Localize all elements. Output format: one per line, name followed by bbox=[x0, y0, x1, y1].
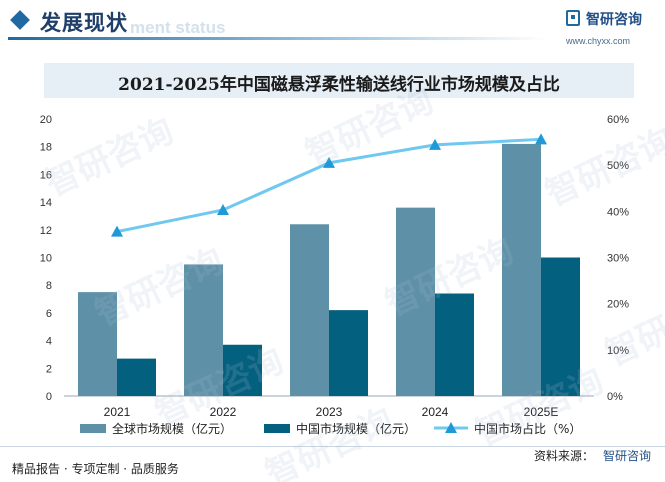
y-left-tick-label: 8 bbox=[46, 280, 52, 292]
y-left-tick-label: 16 bbox=[40, 169, 52, 181]
x-tick-label: 2023 bbox=[316, 405, 343, 419]
y-left-tick-label: 6 bbox=[46, 308, 52, 320]
line-china-share bbox=[116, 137, 542, 234]
y-right-tick-label: 10% bbox=[607, 345, 629, 357]
bar-global bbox=[184, 264, 223, 396]
y-right-tick-label: 40% bbox=[607, 206, 629, 218]
y-right-tick-label: 20% bbox=[607, 299, 629, 311]
chart-title-band bbox=[44, 63, 634, 98]
diamond-icon bbox=[10, 10, 30, 30]
y-left-tick-label: 4 bbox=[46, 336, 52, 348]
bar-china bbox=[541, 257, 580, 396]
legend-label: 全球市场规模（亿元） bbox=[112, 421, 232, 436]
y-right-tick-label: 0% bbox=[607, 391, 623, 403]
bar-global bbox=[78, 292, 117, 396]
page-title: 发展现状 bbox=[40, 11, 128, 35]
logo-url[interactable]: www.chyxx.com bbox=[566, 36, 631, 46]
logo-name[interactable]: 智研咨询 bbox=[586, 12, 642, 28]
legend-label: 中国市场占比（%） bbox=[474, 421, 581, 436]
legend-swatch bbox=[264, 424, 290, 433]
chart-title: 2021-2025年中国磁悬浮柔性输送线行业市场规模及占比 bbox=[118, 75, 560, 95]
x-tick-label: 2022 bbox=[210, 405, 237, 419]
header-divider bbox=[8, 37, 548, 40]
footer-tagline: 精品报告 · 专项定制 · 品质服务 bbox=[12, 462, 179, 476]
y-right-tick-label: 60% bbox=[607, 114, 629, 126]
footer-divider bbox=[0, 446, 665, 447]
bar-global bbox=[396, 207, 435, 396]
y-left-tick-label: 2 bbox=[46, 363, 52, 375]
y-left-tick-label: 12 bbox=[40, 225, 52, 237]
y-left-tick-label: 14 bbox=[40, 197, 52, 209]
bar-china bbox=[329, 310, 368, 396]
bar-global bbox=[290, 224, 329, 396]
x-tick-label: 2021 bbox=[104, 405, 131, 419]
y-left-tick-label: 20 bbox=[40, 114, 52, 126]
logo-icon bbox=[566, 10, 580, 26]
page-header: ment status 发展现状 智研咨询 www.chyxx.com bbox=[0, 0, 665, 50]
legend-marker bbox=[445, 422, 457, 433]
line-point bbox=[111, 225, 123, 237]
bar-china bbox=[435, 293, 474, 396]
y-right-tick-label: 30% bbox=[607, 253, 629, 265]
line-point bbox=[429, 138, 441, 150]
y-left-tick-label: 10 bbox=[40, 253, 52, 265]
y-left-tick-label: 0 bbox=[46, 391, 52, 403]
y-right-tick-label: 50% bbox=[607, 160, 629, 172]
chart: 0 2 4 6 8 10 12 14 16 18 20 0% 10% 20% 30% 40% 50% 60% 202… bbox=[40, 114, 629, 436]
header-subtitle: ment status bbox=[130, 18, 226, 37]
bar-china bbox=[223, 344, 262, 396]
bar-china bbox=[117, 358, 156, 396]
bar-global bbox=[502, 143, 541, 396]
line-point bbox=[217, 203, 229, 215]
y-left-tick-label: 18 bbox=[40, 142, 52, 154]
source-label: 资料来源： bbox=[534, 449, 595, 463]
legend-label: 中国市场规模（亿元） bbox=[296, 421, 416, 436]
line-point bbox=[535, 133, 547, 145]
legend-swatch bbox=[80, 424, 106, 433]
line-point bbox=[323, 156, 335, 168]
source-value: 智研咨询 bbox=[603, 449, 652, 463]
x-tick-label: 2024 bbox=[422, 405, 449, 419]
x-tick-label: 2025E bbox=[524, 405, 559, 419]
